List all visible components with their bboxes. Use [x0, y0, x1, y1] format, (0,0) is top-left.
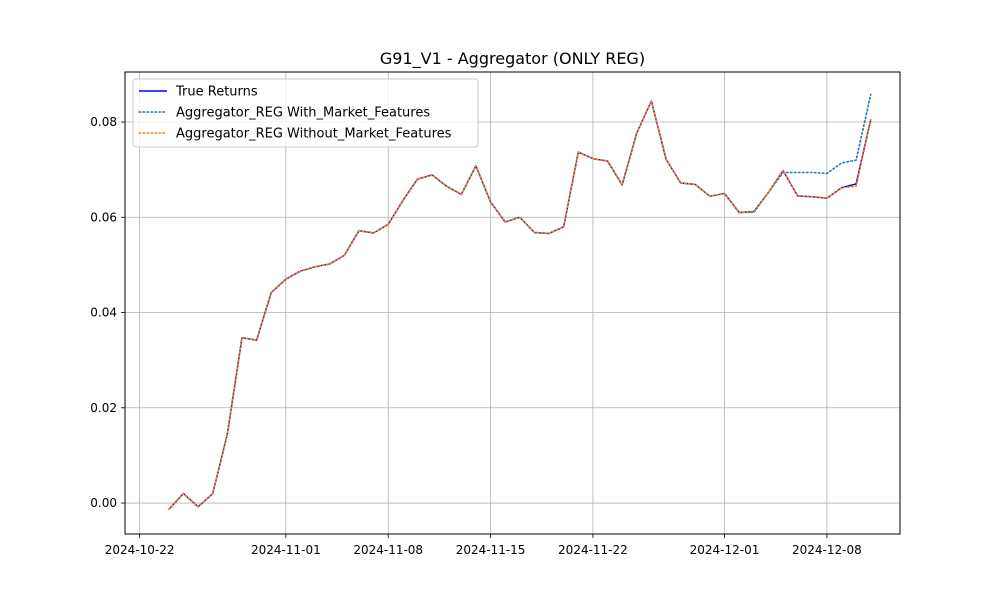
x-tick-label: 2024-12-08	[792, 543, 862, 557]
y-tick-label: 0.02	[90, 401, 117, 415]
y-tick-label: 0.06	[90, 210, 117, 224]
legend: True Returns Aggregator_REG With_Market_F…	[132, 78, 479, 148]
y-tick-label: 0.04	[90, 306, 117, 320]
plot-area	[125, 72, 900, 534]
x-tick-label: 2024-11-01	[251, 543, 321, 557]
plot-frame	[124, 71, 901, 535]
legend-label: Aggregator_REG Without_Market_Features	[176, 127, 452, 142]
legend-label: Aggregator_REG With_Market_Features	[176, 106, 430, 121]
chart-title: G91_V1 - Aggregator (ONLY REG)	[380, 49, 645, 69]
x-tick-label: 2024-11-08	[353, 543, 423, 557]
x-axis: 2024-10-22 2024-11-01 2024-11-08 2024-11-15…	[105, 534, 862, 557]
y-axis: 0.00 0.02 0.04 0.06 0.08	[90, 115, 125, 510]
x-tick-label: 2024-11-15	[456, 543, 526, 557]
y-tick-label: 0.08	[90, 115, 117, 129]
legend-box	[132, 78, 479, 148]
y-tick-label: 0.00	[90, 496, 117, 510]
series-lines	[168, 93, 872, 511]
x-tick-label: 2024-11-22	[558, 543, 628, 557]
series-line-without-market-features	[168, 100, 872, 511]
grid	[125, 72, 900, 534]
x-tick-label: 2024-12-01	[690, 543, 760, 557]
x-tick-label: 2024-10-22	[105, 543, 175, 557]
legend-label: True Returns	[175, 85, 258, 100]
